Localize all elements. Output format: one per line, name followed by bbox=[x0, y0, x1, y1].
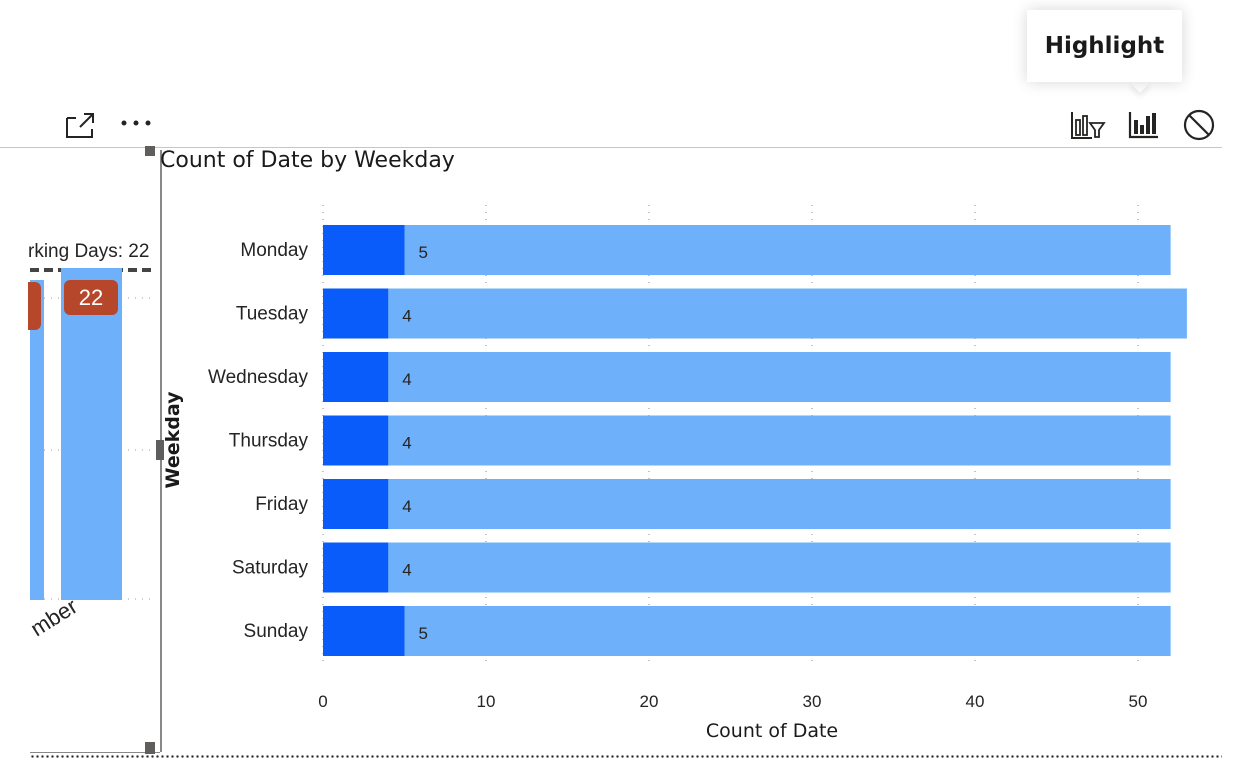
filter-chart-icon[interactable] bbox=[1070, 110, 1106, 140]
bar-highlight[interactable] bbox=[323, 542, 389, 593]
y-category-label: Wednesday bbox=[208, 367, 308, 388]
bar-highlight[interactable] bbox=[323, 225, 405, 275]
left-value-badge: 22 bbox=[64, 280, 118, 315]
resize-handle-bottom[interactable] bbox=[145, 742, 155, 754]
resize-handle-middle[interactable] bbox=[156, 440, 164, 460]
bar-total[interactable] bbox=[323, 415, 1171, 466]
left-visual-bars bbox=[30, 268, 155, 600]
bar-data-label: 5 bbox=[419, 624, 428, 643]
visual-bottom-border bbox=[30, 752, 160, 753]
y-category-label: Thursday bbox=[229, 431, 309, 452]
more-options-icon[interactable] bbox=[119, 116, 153, 130]
resize-handle-top[interactable] bbox=[145, 146, 155, 156]
x-tick-label: 0 bbox=[318, 692, 327, 711]
page-bottom-dotted-border bbox=[30, 755, 1222, 758]
bar-data-label: 5 bbox=[419, 243, 428, 262]
x-tick-label: 40 bbox=[966, 692, 985, 711]
bar-total[interactable] bbox=[323, 288, 1187, 339]
bar-data-label: 4 bbox=[402, 307, 411, 326]
left-bar bbox=[30, 280, 44, 600]
bar-highlight[interactable] bbox=[323, 415, 389, 466]
tooltip-text: Highlight bbox=[1044, 33, 1165, 59]
bar-total[interactable] bbox=[323, 352, 1171, 402]
y-category-label: Saturday bbox=[232, 558, 309, 579]
x-tick-label: 20 bbox=[640, 692, 659, 711]
y-category-label: Tuesday bbox=[236, 304, 309, 325]
visual-header-divider bbox=[0, 147, 1222, 148]
left-bar bbox=[61, 268, 122, 600]
chart-title: Count of Date by Weekday bbox=[160, 148, 455, 173]
no-interaction-icon[interactable] bbox=[1182, 108, 1216, 142]
y-category-label: Friday bbox=[255, 494, 308, 515]
bar-highlight[interactable] bbox=[323, 479, 389, 529]
bar-highlight[interactable] bbox=[323, 606, 405, 656]
bar-data-label: 4 bbox=[402, 370, 411, 389]
highlight-chart-icon[interactable] bbox=[1128, 110, 1160, 140]
bar-total[interactable] bbox=[323, 225, 1171, 275]
bar-total[interactable] bbox=[323, 479, 1171, 529]
left-badge-edge bbox=[28, 282, 41, 330]
focus-mode-icon[interactable] bbox=[64, 112, 96, 140]
bar-data-label: 4 bbox=[402, 497, 411, 516]
bar-data-label: 4 bbox=[402, 434, 411, 453]
left-target-label: rking Days: 22 bbox=[28, 241, 150, 262]
y-category-label: Sunday bbox=[244, 621, 309, 642]
x-tick-label: 10 bbox=[477, 692, 496, 711]
x-tick-label: 50 bbox=[1129, 692, 1148, 711]
bar-total[interactable] bbox=[323, 606, 1171, 656]
x-axis-title: Count of Date bbox=[705, 720, 839, 742]
left-visual-chart[interactable] bbox=[0, 150, 160, 755]
bar-highlight[interactable] bbox=[323, 352, 389, 402]
y-category-label: Monday bbox=[240, 240, 308, 261]
highlight-tooltip: Highlight bbox=[1027, 10, 1182, 82]
x-tick-label: 30 bbox=[803, 692, 822, 711]
bar-highlight[interactable] bbox=[323, 288, 389, 339]
bar-total[interactable] bbox=[323, 542, 1171, 593]
bar-data-label: 4 bbox=[402, 561, 411, 580]
